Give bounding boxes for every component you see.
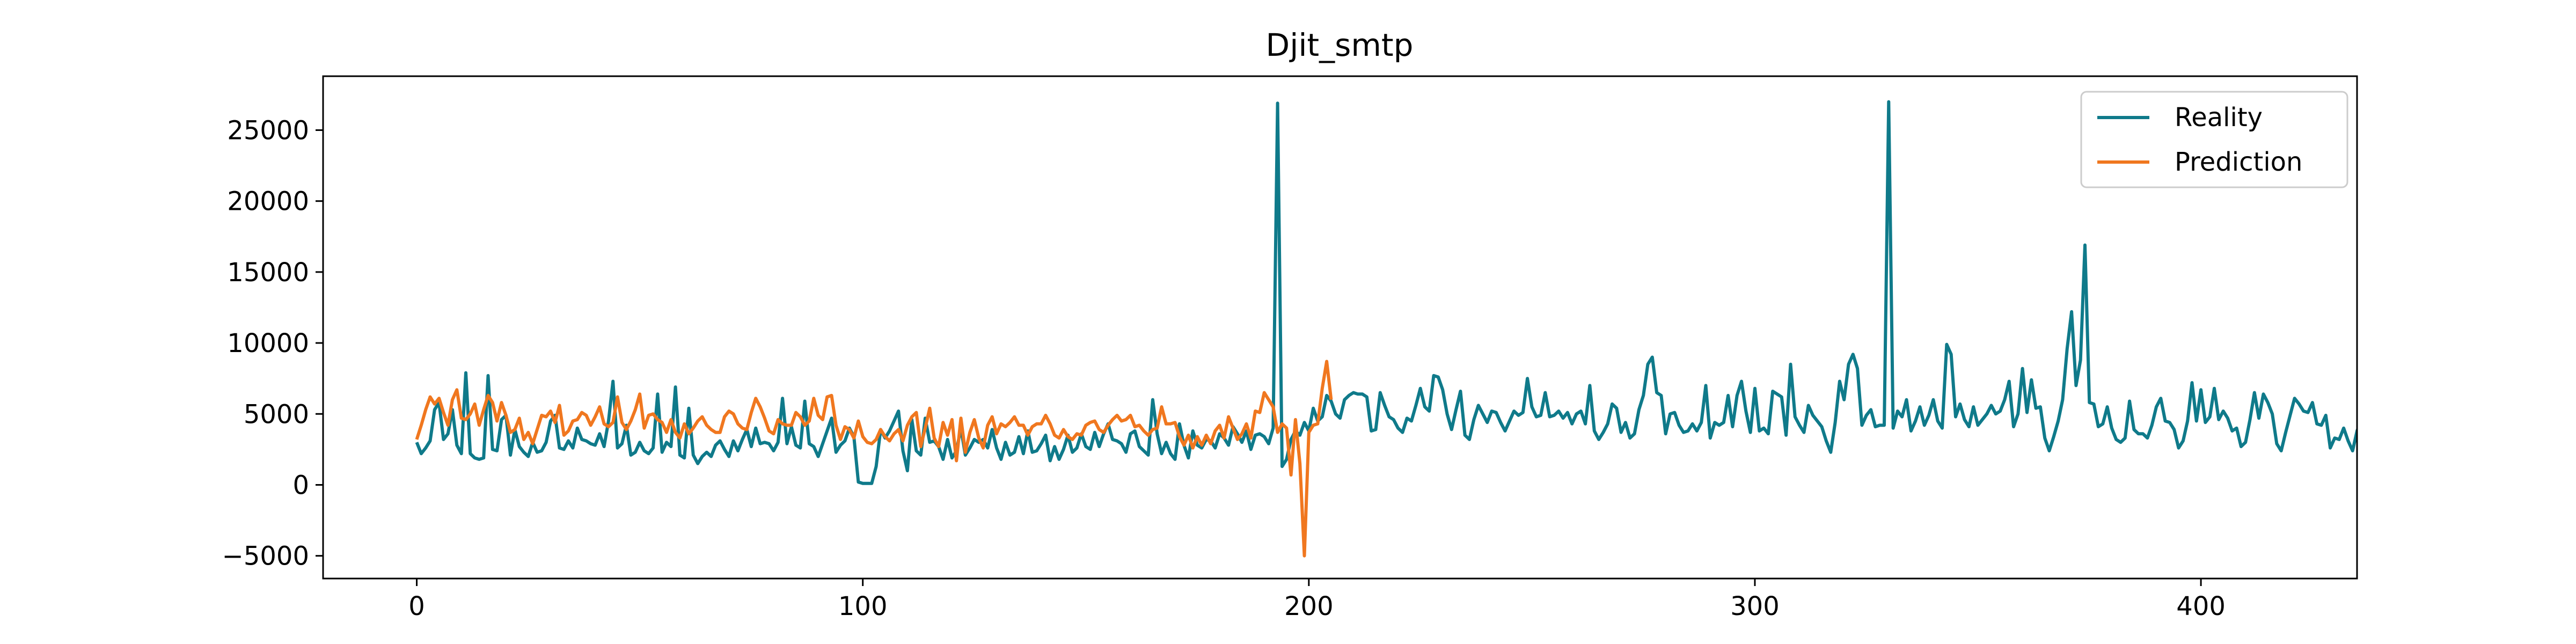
y-tick-label: 25000 bbox=[227, 115, 309, 145]
series-layer bbox=[415, 100, 2357, 558]
x-tick-label: 400 bbox=[2176, 591, 2226, 621]
y-tick-label: −5000 bbox=[222, 541, 309, 572]
y-tick-label: 5000 bbox=[244, 399, 309, 429]
legend-label-prediction: Prediction bbox=[2175, 147, 2302, 177]
x-tick-label: 200 bbox=[1284, 591, 1334, 621]
series-line-prediction bbox=[415, 360, 1333, 558]
x-tick-label: 0 bbox=[408, 591, 425, 621]
y-tick-label: 10000 bbox=[227, 328, 309, 358]
x-tick-label: 100 bbox=[838, 591, 888, 621]
x-tick-label: 300 bbox=[1730, 591, 1780, 621]
axes-layer: 0 100 200 300 400 −5000 0 5000 10000 15000 20000 25… bbox=[222, 115, 2226, 621]
y-tick-label: 15000 bbox=[227, 258, 309, 288]
legend: Reality Prediction bbox=[2080, 91, 2348, 188]
plot-frame bbox=[322, 75, 2358, 580]
chart-title: Djit_smtp bbox=[1266, 27, 1414, 63]
series-line-reality bbox=[415, 100, 2357, 485]
y-tick-label: 0 bbox=[292, 470, 309, 500]
legend-label-reality: Reality bbox=[2175, 103, 2263, 133]
y-tick-label: 20000 bbox=[227, 187, 309, 217]
